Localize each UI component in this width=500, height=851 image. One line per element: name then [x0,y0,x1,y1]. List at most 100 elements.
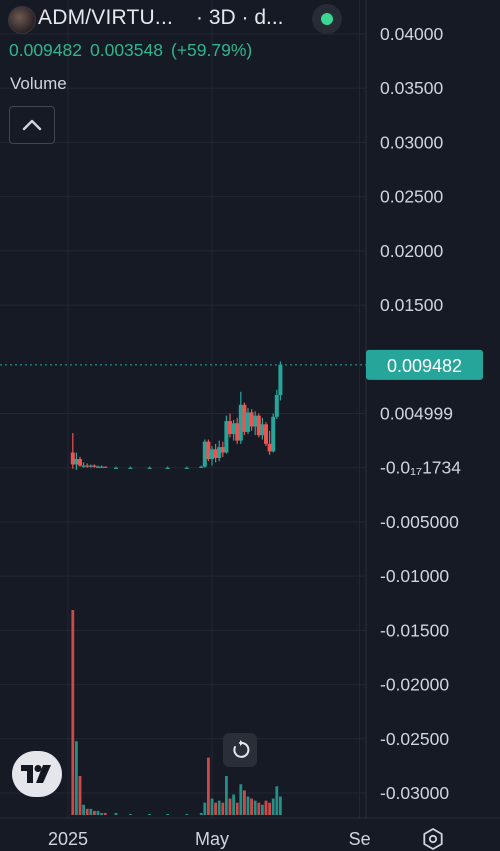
volume-bar [243,790,246,815]
candle-body [128,467,133,469]
token-avatar-icon[interactable] [8,6,36,34]
candle-body [147,467,152,469]
price-tick-label: -0.02000 [380,675,449,695]
price-tick-label: 0.03000 [380,132,444,152]
candle-body [256,415,261,436]
price-tick-label: -0.03000 [380,783,449,803]
volume-bar [250,798,253,815]
candle-body [210,449,214,460]
volume-bars [71,610,282,815]
price-tick-label: 0.004999 [380,404,453,424]
volume-bar [185,813,189,815]
volume-bar [203,802,207,815]
candle-body [246,412,250,432]
candle-body [74,459,79,465]
last-price: 0.009482 [9,40,82,60]
price-tick-label: 0.03500 [380,78,444,98]
last-price-tag: 0.009482 [366,349,483,380]
price-tick-label: -0.01500 [380,620,449,640]
price-tick-label: 0.01500 [380,295,444,315]
last-price-tag-label: 0.009482 [387,356,462,376]
volume-bar [235,802,239,815]
volume-bar [217,800,221,815]
time-tick-label: Se [349,829,371,849]
candle-body [199,466,204,468]
collapse-button[interactable] [9,106,55,144]
candle-body [78,459,82,466]
tradingview-logo-icon[interactable] [12,751,62,797]
market-status-indicator[interactable] [312,4,342,34]
settings-icon[interactable] [422,828,444,850]
volume-bar [96,810,100,815]
volume-bar [78,776,82,815]
volume-bar [166,813,169,815]
candle-body [70,452,75,465]
candle-body [253,415,258,427]
volume-bar [85,808,89,815]
volume-bar [246,796,250,815]
candle-body [96,466,100,468]
chevron-up-icon [22,119,42,131]
candle-body [213,449,218,458]
candle-body [85,465,90,467]
volume-bar [279,796,282,815]
volume-bar [75,741,78,815]
volume-bar [89,808,93,815]
volume-bar [257,802,261,815]
reset-chart-button[interactable] [223,733,257,767]
interval-label[interactable]: · 3D · d... [196,6,284,29]
candle-body [260,424,265,436]
price-tick-label: -0.02500 [380,729,449,749]
volume-bar [214,802,217,815]
candle-body [114,467,118,469]
price-change-percent: (+59.79%) [171,40,253,60]
candle-body [271,416,276,452]
chart-grid [0,0,500,819]
volume-bar [93,810,96,815]
volume-bar [261,804,264,815]
candle-body [220,447,225,453]
candlesticks [70,361,283,470]
time-axis: 2025 May Se [48,829,371,849]
volume-bar [232,794,235,815]
price-tick-label: 0.02000 [380,241,444,261]
candle-body [235,423,240,441]
price-summary: 0.009482 0.003548 (+59.79%) [9,40,260,61]
candle-body [264,424,268,444]
volume-label: Volume [10,74,67,93]
price-tick-label: 0.02500 [380,187,444,207]
reset-icon [233,740,250,758]
candle-body [88,465,93,467]
candle-body [224,421,229,453]
status-dot-icon [321,13,333,25]
candle-body [267,443,272,452]
volume-bar [210,798,214,815]
volume-bar [129,813,132,815]
tradingview-logo-glyph [21,765,51,783]
volume-bar [114,812,118,815]
candle-body [228,421,232,435]
candle-body [217,447,222,458]
volume-bar [225,776,228,815]
volume-bar [228,798,232,815]
price-tick-label: -0.0₁₇1734 [380,458,461,478]
candle-body [184,467,189,469]
volume-bar [253,800,257,815]
time-tick-label: 2025 [48,829,88,849]
volume-bar [199,812,203,815]
price-tick-label: -0.005000 [380,512,459,532]
candle-body [99,466,104,468]
candle-body [278,364,283,396]
volume-bar [268,802,271,815]
symbol-title[interactable]: ADM/VIRTU... [38,6,174,29]
candle-body [202,441,207,467]
price-change: 0.003548 [90,40,163,60]
candle-body [231,423,236,435]
time-tick-label: May [195,829,229,849]
candle-body [103,466,108,468]
volume-bar [100,812,103,815]
candle-body [206,441,211,460]
candle-body [165,467,170,469]
volume-bar [71,610,75,815]
